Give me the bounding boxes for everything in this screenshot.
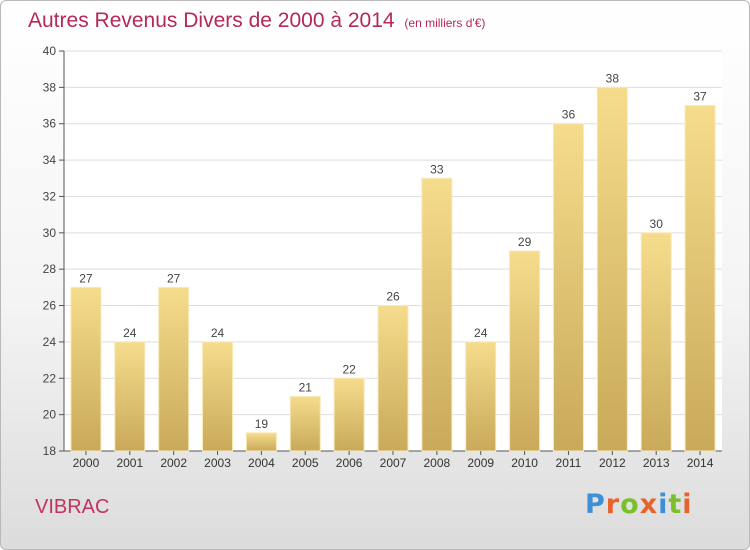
bar [596, 86, 628, 452]
x-tick-label: 2002 [160, 456, 187, 470]
bar [377, 305, 409, 452]
y-tick-label: 24 [43, 335, 57, 349]
x-tick-label: 2003 [204, 456, 231, 470]
logo-letter: t [668, 489, 683, 520]
bar-value-label: 33 [430, 162, 444, 176]
bar [245, 432, 277, 452]
x-tick-label: 2004 [248, 456, 275, 470]
x-tick-label: 2013 [643, 456, 670, 470]
bar-value-label: 30 [650, 217, 664, 231]
bar-value-label: 19 [255, 417, 269, 431]
x-tick-label: 2001 [116, 456, 143, 470]
bar-value-label: 36 [562, 108, 576, 122]
bar-value-label: 24 [474, 326, 488, 340]
bar [202, 341, 234, 452]
x-tick-label: 2011 [556, 456, 582, 470]
bar-value-label: 29 [518, 235, 532, 249]
y-tick-label: 38 [43, 80, 57, 94]
bar-value-label: 21 [299, 380, 313, 394]
y-tick-label: 18 [43, 444, 57, 458]
bar [289, 395, 321, 452]
bar-value-label: 22 [342, 362, 356, 376]
y-tick-label: 28 [43, 262, 57, 276]
bar-value-label: 24 [211, 326, 225, 340]
chart-title-text: Autres Revenus Divers de 2000 à 2014 [28, 9, 395, 32]
y-tick-label: 26 [43, 299, 57, 313]
logo-letter: P [585, 489, 606, 520]
bar [421, 177, 453, 452]
bar-value-label: 26 [386, 290, 400, 304]
bar [333, 377, 365, 452]
bar [552, 123, 584, 452]
bar-value-label: 24 [123, 326, 137, 340]
bar [509, 250, 541, 452]
chart-title: Autres Revenus Divers de 2000 à 2014 (en… [28, 9, 485, 33]
y-tick-label: 22 [43, 371, 57, 385]
proxiti-logo[interactable]: Proxiti [585, 489, 693, 520]
bar [114, 341, 146, 452]
y-tick-label: 30 [43, 226, 57, 240]
commune-name: VIBRAC [35, 496, 110, 518]
logo-letter: i [682, 489, 693, 520]
x-tick-label: 2008 [424, 456, 451, 470]
bar-value-label: 38 [606, 71, 620, 85]
bar [70, 286, 102, 452]
x-tick-label: 2012 [599, 456, 626, 470]
y-tick-label: 40 [43, 44, 57, 58]
x-tick-label: 2000 [73, 456, 100, 470]
x-tick-label: 2014 [687, 456, 714, 470]
y-tick-label: 32 [43, 189, 57, 203]
y-tick-label: 20 [43, 408, 57, 422]
bar [158, 286, 190, 452]
logo-letter: x [639, 489, 659, 520]
bar [640, 232, 672, 452]
bar [684, 105, 716, 452]
bar-value-label: 27 [79, 271, 93, 285]
chart-subtitle: (en milliers d'€) [404, 16, 486, 30]
x-tick-label: 2009 [467, 456, 494, 470]
logo-letter: r [605, 489, 621, 520]
logo-letter: i [658, 489, 669, 520]
bar-value-label: 37 [693, 90, 707, 104]
logo-letter: o [620, 489, 640, 520]
y-tick-label: 36 [43, 117, 57, 131]
x-tick-label: 2007 [380, 456, 407, 470]
bar-value-label: 27 [167, 271, 181, 285]
y-tick-label: 34 [43, 153, 57, 167]
x-tick-label: 2005 [292, 456, 319, 470]
x-tick-label: 2010 [511, 456, 538, 470]
x-tick-label: 2006 [336, 456, 363, 470]
bar [465, 341, 497, 452]
